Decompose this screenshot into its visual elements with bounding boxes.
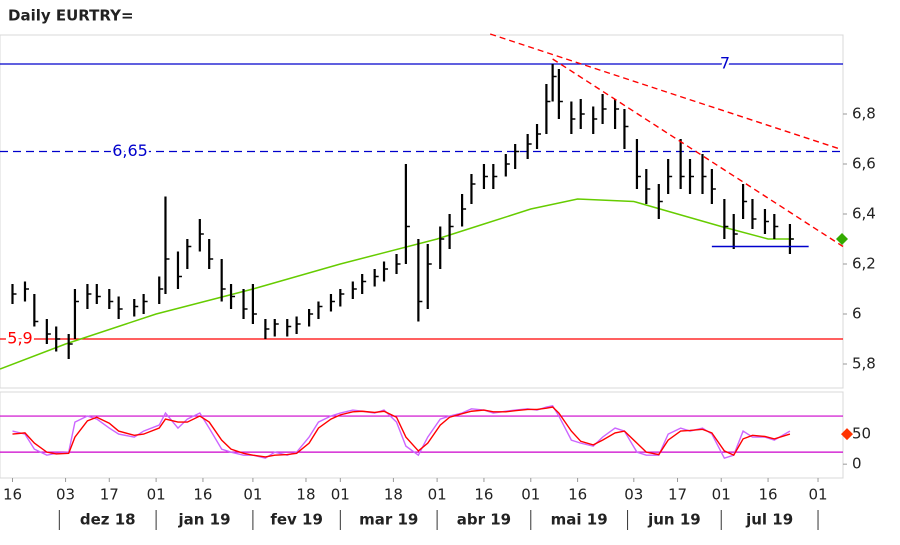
- month-label: mar 19: [359, 511, 418, 529]
- month-label: fev 19: [270, 511, 323, 529]
- y-tick-label: 5,8: [852, 355, 876, 373]
- trendline: [552, 58, 844, 248]
- trendline: [489, 33, 841, 150]
- x-tick-label: 17: [668, 486, 687, 504]
- month-label: jan 19: [177, 511, 230, 529]
- stoch-line: [12, 406, 791, 458]
- month-label: abr 19: [457, 511, 511, 529]
- x-tick-label: 03: [56, 486, 75, 504]
- x-tick-label: 01: [147, 486, 166, 504]
- stoch-line: [12, 405, 791, 460]
- x-tick-label: 17: [100, 486, 119, 504]
- month-label: jun 19: [647, 511, 701, 529]
- chart-title: Daily EURTRY=: [8, 7, 134, 25]
- y-tick-label: 6,6: [852, 155, 876, 173]
- x-tick-label: 16: [568, 486, 587, 504]
- y-tick-label: 6: [852, 305, 862, 323]
- x-tick-label: 01: [712, 486, 731, 504]
- month-label: dez 18: [80, 511, 136, 529]
- moving-average: [0, 198, 794, 370]
- x-tick-label: 16: [193, 486, 212, 504]
- x-tick-label: 01: [808, 486, 827, 504]
- y-tick-label: 6,4: [852, 205, 876, 223]
- price-frame: [0, 34, 844, 389]
- y-tick-label: 6,2: [852, 255, 876, 273]
- last-price-marker: [836, 233, 848, 245]
- y-tick-label: 0: [852, 455, 862, 473]
- month-label: mai 19: [551, 511, 608, 529]
- x-tick-label: 16: [474, 486, 493, 504]
- x-tick-label: 01: [521, 486, 540, 504]
- x-tick-label: 18: [296, 486, 315, 504]
- level-label: 7: [720, 54, 730, 73]
- month-label: jul 19: [745, 511, 793, 529]
- x-tick-label: 16: [759, 486, 778, 504]
- x-tick-label: 01: [428, 486, 447, 504]
- level-label: 5,9: [7, 329, 32, 348]
- x-tick-label: 01: [243, 486, 262, 504]
- y-tick-label: 50: [852, 425, 871, 443]
- x-tick-label: 01: [331, 486, 350, 504]
- x-tick-label: 03: [624, 486, 643, 504]
- level-label: 6,65: [112, 141, 148, 160]
- stoch-marker: [841, 428, 853, 441]
- x-tick-label: 16: [3, 486, 22, 504]
- x-tick-label: 18: [384, 486, 403, 504]
- y-tick-label: 6,8: [852, 105, 876, 123]
